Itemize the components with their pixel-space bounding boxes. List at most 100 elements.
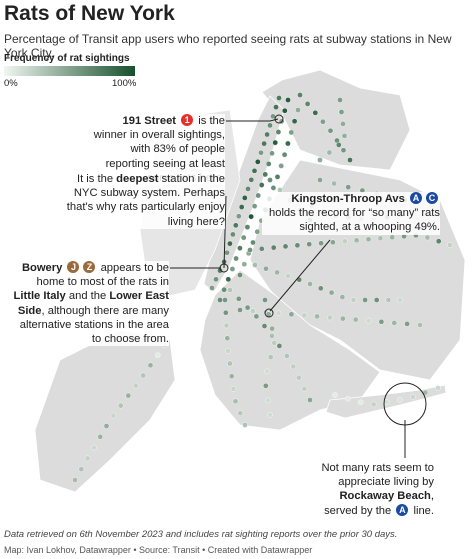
- station-dot: [301, 312, 308, 319]
- station-dot: [227, 240, 233, 247]
- station-dot: [251, 203, 258, 209]
- annotation-text: station in the NYC subway system. Perhap…: [66, 173, 225, 228]
- station-dot: [327, 314, 333, 321]
- station-dot: [248, 176, 255, 183]
- station-dot: [291, 118, 298, 124]
- station-dot: [225, 348, 231, 354]
- station-dot: [370, 401, 377, 408]
- highlight-ring: [274, 114, 284, 124]
- station-dot: [317, 285, 324, 292]
- station-dot: [263, 265, 269, 272]
- station-dot: [435, 385, 441, 391]
- station-dot: [307, 281, 313, 287]
- line-badge: J: [67, 261, 80, 273]
- station-dot: [125, 392, 132, 399]
- station-dot: [237, 245, 243, 251]
- station-dot: [235, 295, 242, 302]
- leader: [269, 239, 331, 312]
- station-dot: [91, 444, 97, 451]
- legend-title: Frequency of rat sightings: [4, 53, 130, 64]
- station-dot: [222, 309, 229, 316]
- station-dot: [237, 272, 243, 278]
- station-dot: [242, 422, 248, 428]
- station-dot: [344, 395, 351, 402]
- station-dot: [223, 322, 230, 329]
- station-dot: [258, 245, 265, 252]
- station-dot: [213, 276, 219, 283]
- station-dot: [267, 122, 273, 129]
- station-dot: [245, 186, 251, 192]
- station-dot: [326, 149, 333, 156]
- station-dot: [350, 297, 357, 303]
- station-dot: [290, 363, 297, 370]
- station-dot: [265, 161, 272, 167]
- line-badge: C: [426, 192, 438, 204]
- annotation-text: holds the record for “so many” rats sigh…: [269, 207, 440, 234]
- station-dot: [252, 262, 258, 268]
- station-dot: [232, 398, 239, 405]
- station-dot: [274, 174, 281, 180]
- station-dot: [147, 362, 154, 369]
- station-dot: [267, 177, 273, 183]
- station-dot: [424, 234, 431, 241]
- station-dot: [435, 238, 442, 244]
- station-dot: [267, 354, 274, 360]
- station-dot: [373, 297, 380, 303]
- station-dot: [328, 289, 335, 296]
- station-dot: [254, 228, 261, 235]
- annotation-text: Kingston-Throop Avs: [291, 193, 405, 205]
- station-dot: [271, 340, 278, 346]
- station-dot: [262, 382, 269, 389]
- station-dot: [230, 231, 236, 238]
- annotation-text: , served by the: [324, 490, 434, 517]
- annotation: It is the deepest station in the NYC sub…: [58, 172, 225, 229]
- highlight-ring: [219, 263, 229, 273]
- annotation-text: deepest: [116, 173, 159, 185]
- station-dot: [110, 412, 117, 419]
- footer-credit: Map: Ivan Lokhov, Datawrapper • Source: …: [4, 545, 313, 555]
- line-badge: A: [410, 192, 422, 204]
- station-dot: [347, 157, 353, 163]
- station-dot: [229, 266, 236, 272]
- annotation-text: 191 Street: [122, 115, 177, 127]
- annotation: Not many rats seem to appreciate living …: [318, 461, 434, 518]
- station-dot: [140, 372, 146, 379]
- station-dot: [118, 402, 124, 409]
- subtitle: Percentage of Transit app users who repo…: [4, 32, 452, 60]
- annotation-text: , although there are many alternative st…: [19, 304, 169, 346]
- station-dot: [250, 308, 256, 314]
- station-dot: [225, 276, 232, 283]
- station-dot: [264, 368, 270, 375]
- station-dot: [389, 234, 396, 241]
- station-dot: [353, 237, 360, 244]
- station-dot: [221, 286, 227, 293]
- station-dot: [103, 423, 110, 429]
- station-dot: [273, 104, 279, 110]
- station-dot: [338, 109, 345, 115]
- station-dot: [237, 410, 244, 417]
- station-dot: [340, 147, 347, 153]
- station-dot: [274, 269, 280, 276]
- station-dot: [270, 244, 277, 251]
- station-dot: [297, 92, 303, 98]
- annotation-text: It is the: [76, 173, 117, 185]
- annotation-text: Rockaway Beach: [339, 490, 431, 503]
- station-dot: [264, 131, 270, 138]
- station-dot: [285, 97, 291, 103]
- station-dot: [237, 307, 243, 313]
- station-dot: [244, 304, 251, 311]
- station-dot: [272, 139, 279, 146]
- station-dot: [378, 318, 385, 325]
- station-dot: [417, 322, 423, 328]
- station-dot: [331, 180, 337, 187]
- station-dot: [251, 167, 258, 174]
- station-dot: [154, 352, 161, 359]
- station-dot: [404, 321, 410, 327]
- station-dot: [275, 310, 282, 317]
- annotation-text: Lower East Side: [17, 290, 169, 317]
- station-dot: [337, 97, 343, 103]
- station-dot: [410, 394, 416, 400]
- station-dot: [357, 399, 364, 406]
- leader: [223, 195, 227, 269]
- annotation-text: line.: [410, 504, 434, 517]
